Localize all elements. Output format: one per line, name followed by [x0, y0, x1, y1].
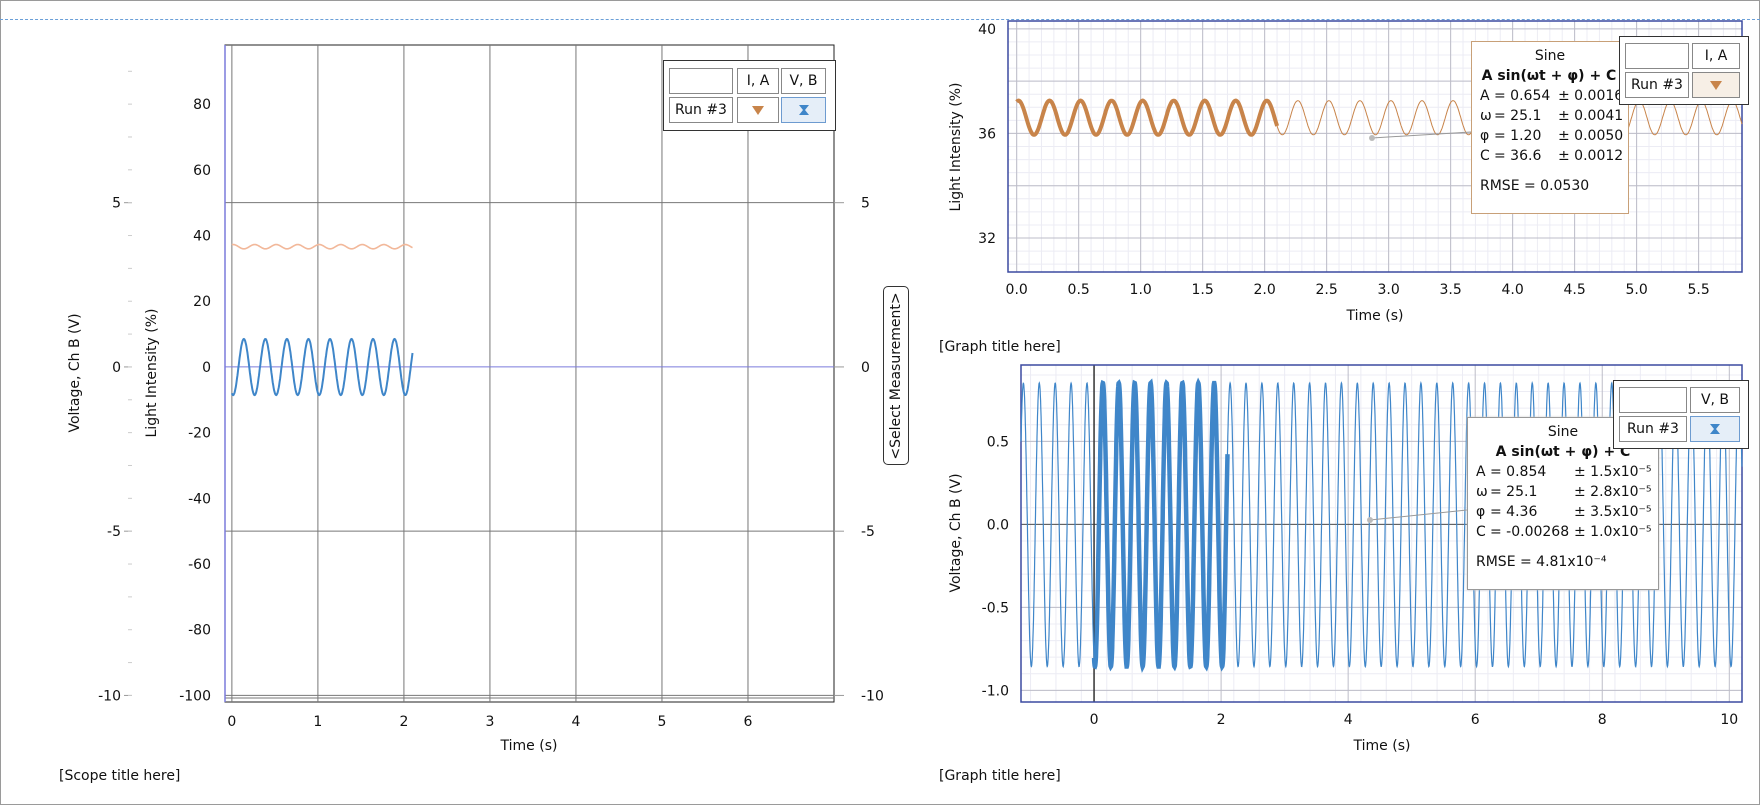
scope-selector-col-light[interactable]: I, A — [737, 68, 779, 94]
graph2-selector-blank[interactable] — [1619, 387, 1687, 413]
scope-selector-run[interactable]: Run #3 — [669, 97, 733, 123]
scope-selector-voltage-toggle[interactable] — [781, 97, 826, 123]
graph1-fit-panel[interactable]: Sine A sin(ωt + φ) + C A = 0.654 ± 0.0016 … — [1471, 41, 1629, 214]
scope-data-selector: I, A V, B Run #3 — [663, 60, 836, 131]
graph1-fit-equation: A sin(ωt + φ) + C — [1481, 68, 1617, 84]
graph1-data-selector: I, A Run #3 — [1619, 36, 1749, 105]
graph1-selector-col-light[interactable]: I, A — [1692, 43, 1740, 69]
select-measurement-label: <Select Measurement> — [888, 291, 904, 460]
triangle-down-icon — [752, 105, 764, 115]
select-measurement-button[interactable]: <Select Measurement> — [883, 286, 909, 465]
graph1-fit-row: A = 0.654 ± 0.0016 — [1480, 88, 1624, 104]
scope-selector-blank[interactable] — [669, 68, 733, 94]
hourglass-icon — [798, 105, 809, 115]
graph2-fit-title: Sine — [1547, 424, 1579, 440]
graph1-fit-rmse: RMSE = 0.0530 — [1480, 178, 1590, 194]
drop-zone-divider — [0, 19, 1760, 20]
scope-caption[interactable]: [Scope title here] — [59, 768, 181, 784]
hourglass-icon — [1710, 424, 1720, 434]
triangle-down-icon — [1710, 80, 1722, 90]
graph2-selector-run[interactable]: Run #3 — [1619, 416, 1687, 442]
graph1-caption[interactable]: [Graph title here] — [939, 339, 1061, 355]
graph1-selector-blank[interactable] — [1625, 43, 1689, 69]
graph2-selector-voltage-toggle[interactable] — [1690, 416, 1740, 442]
graph2-fit-equation: A sin(ωt + φ) + C — [1495, 444, 1631, 460]
graph1-fit-row: φ = 1.20 ± 0.0050 — [1480, 128, 1624, 144]
graph1-fit-title: Sine — [1534, 48, 1566, 64]
graph2-data-selector: V, B Run #3 — [1613, 380, 1749, 449]
graph1-fit-row: ω = 25.1 ± 0.0041 — [1480, 108, 1624, 124]
graph2-fit-row: C = -0.00268 ± 1.0x10⁻⁵ — [1476, 524, 1652, 540]
graph2-fit-rmse: RMSE = 4.81x10⁻⁴ — [1476, 554, 1607, 570]
graph2-fit-row: ω = 25.1 ± 2.8x10⁻⁵ — [1476, 484, 1652, 500]
graph2-fit-row: A = 0.854 ± 1.5x10⁻⁵ — [1476, 464, 1652, 480]
scope-selector-light-toggle[interactable] — [737, 97, 779, 123]
graph2-selector-col-voltage[interactable]: V, B — [1690, 387, 1740, 413]
graph1-selector-run[interactable]: Run #3 — [1625, 72, 1689, 98]
graph2-caption[interactable]: [Graph title here] — [939, 768, 1061, 784]
scope-selector-col-voltage[interactable]: V, B — [781, 68, 826, 94]
graph1-selector-light-toggle[interactable] — [1692, 72, 1740, 98]
graph2-fit-row: φ = 4.36 ± 3.5x10⁻⁵ — [1476, 504, 1652, 520]
graph1-fit-row: C = 36.6 ± 0.0012 — [1480, 148, 1624, 164]
